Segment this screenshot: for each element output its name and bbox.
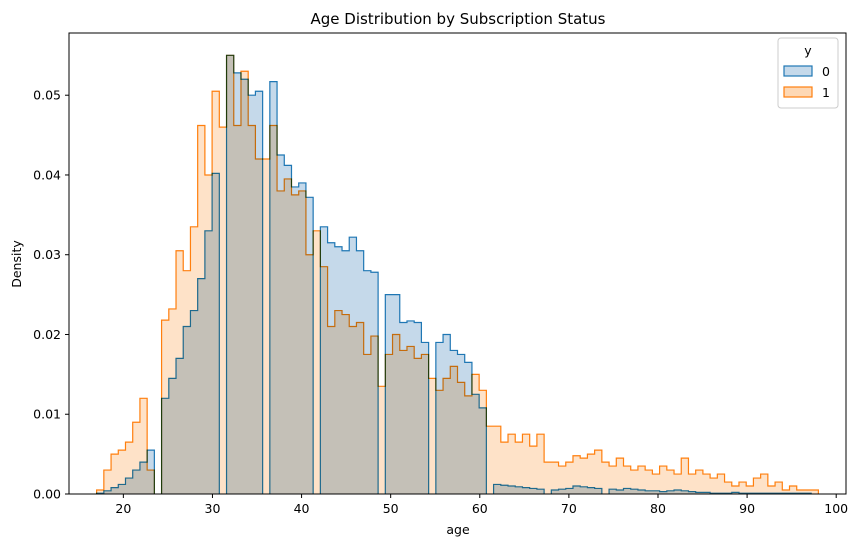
x-tick-label-40: 40 [294, 501, 310, 516]
legend-swatch-1 [783, 86, 813, 98]
legend-label-1: 1 [822, 85, 830, 100]
x-tick-label-90: 90 [739, 501, 755, 516]
y-tick-label-5: 0.05 [33, 88, 61, 103]
histogram-series-1-segment-0 [96, 397, 155, 494]
x-tick-label-60: 60 [472, 501, 488, 516]
y-tick-label-0: 0.00 [33, 487, 61, 502]
x-tick-label-100: 100 [824, 501, 848, 516]
x-tick-label-20: 20 [115, 501, 131, 516]
series-layer [96, 54, 819, 494]
legend-label-0: 0 [822, 64, 830, 79]
chart-title: Age Distribution by Subscription Status [311, 10, 606, 28]
plot-frame [68, 32, 847, 495]
legend-swatch-0 [783, 65, 813, 77]
x-axis-label: age [446, 522, 470, 537]
y-tick-label-2: 0.02 [33, 327, 61, 342]
x-tick-label-50: 50 [383, 501, 399, 516]
y-axis-label: Density [9, 240, 24, 288]
y-tick-label-3: 0.03 [33, 247, 61, 262]
y-axis: 0.00 0.01 0.02 0.03 0.04 0.05 [33, 88, 69, 502]
x-tick-label-30: 30 [205, 501, 221, 516]
x-axis: 20 30 40 50 60 70 80 90 100 [115, 494, 848, 516]
y-tick-label-4: 0.04 [33, 167, 61, 182]
histogram-series-1-segment-1 [160, 54, 819, 494]
legend: y 0 1 [777, 37, 839, 109]
x-tick-label-70: 70 [561, 501, 577, 516]
y-tick-label-1: 0.01 [33, 407, 61, 422]
plot-area [68, 32, 847, 495]
legend-title: y [804, 43, 812, 58]
x-tick-label-80: 80 [650, 501, 666, 516]
